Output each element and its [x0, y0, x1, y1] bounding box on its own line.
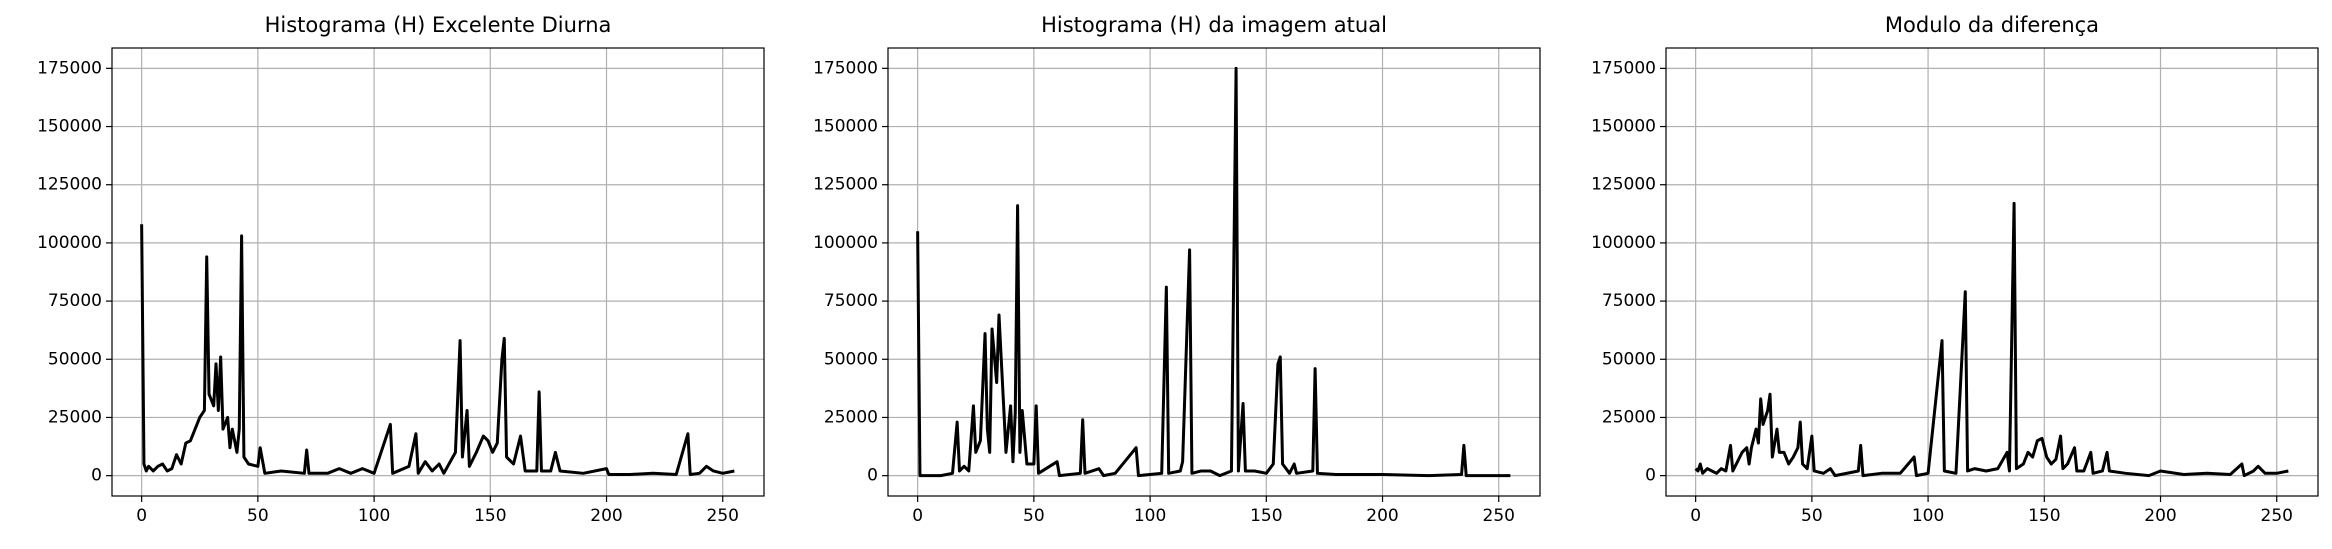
x-tick-label: 100 [1912, 506, 1944, 526]
y-tick-label: 50000 [824, 349, 878, 369]
y-tick-label: 25000 [1602, 407, 1656, 427]
y-tick-label: 175000 [813, 58, 878, 78]
x-tick-label: 100 [1134, 506, 1166, 526]
x-tick-label: 200 [590, 506, 622, 526]
y-tick-label: 25000 [824, 407, 878, 427]
x-tick-label: 150 [2028, 506, 2060, 526]
y-tick-label: 175000 [1591, 58, 1656, 78]
y-tick-label: 100000 [813, 233, 878, 253]
x-tick-label: 50 [1801, 506, 1823, 526]
y-tick-label: 100000 [37, 233, 102, 253]
x-tick-label: 150 [474, 506, 506, 526]
y-tick-label: 0 [867, 466, 878, 486]
y-tick-label: 75000 [1602, 291, 1656, 311]
x-tick-label: 0 [136, 506, 147, 526]
x-tick-label: 200 [2144, 506, 2176, 526]
y-tick-label: 125000 [813, 175, 878, 195]
y-tick-label: 175000 [37, 58, 102, 78]
axes-frame [887, 47, 1541, 497]
y-tick-label: 0 [1645, 466, 1656, 486]
y-tick-label: 125000 [1591, 175, 1656, 195]
axes-frame [1665, 47, 2319, 497]
data-line [916, 66, 1511, 478]
y-tick-label: 150000 [813, 117, 878, 137]
y-tick-label: 125000 [37, 175, 102, 195]
y-tick-label: 0 [91, 466, 102, 486]
y-tick-label: 50000 [48, 349, 102, 369]
x-tick-label: 250 [2261, 506, 2293, 526]
x-tick-label: 250 [707, 506, 739, 526]
y-tick-label: 50000 [1602, 349, 1656, 369]
y-tick-label: 150000 [37, 117, 102, 137]
y-tick-label: 25000 [48, 407, 102, 427]
data-line [140, 224, 735, 476]
chart-title: Histograma (H) da imagem atual [1041, 13, 1387, 37]
x-tick-label: 0 [912, 506, 923, 526]
y-tick-label: 150000 [1591, 117, 1656, 137]
x-tick-label: 50 [1023, 506, 1045, 526]
x-tick-label: 200 [1366, 506, 1398, 526]
y-tick-label: 75000 [824, 291, 878, 311]
x-tick-label: 50 [247, 506, 269, 526]
data-line [1694, 201, 2289, 478]
y-tick-label: 75000 [48, 291, 102, 311]
axes-frame [111, 47, 765, 497]
chart-title: Histograma (H) Excelente Diurna [265, 13, 612, 37]
x-tick-label: 250 [1483, 506, 1515, 526]
x-tick-label: 0 [1690, 506, 1701, 526]
x-tick-label: 100 [358, 506, 390, 526]
x-tick-label: 150 [1250, 506, 1282, 526]
y-tick-label: 100000 [1591, 233, 1656, 253]
chart-title: Modulo da diferença [1885, 13, 2099, 37]
